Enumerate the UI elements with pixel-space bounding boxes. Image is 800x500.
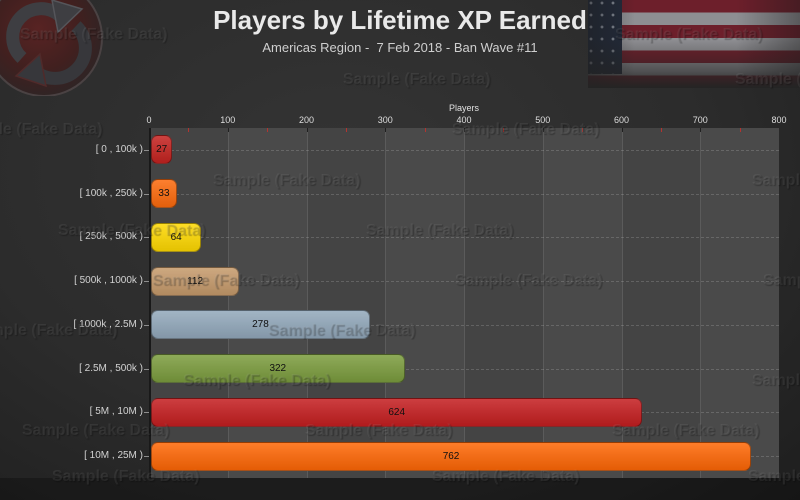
category-label: [ 10M , 25M ) <box>84 450 143 462</box>
gridline <box>542 128 544 478</box>
y-tick <box>144 324 149 326</box>
x-axis-title: Players <box>448 103 479 113</box>
bottom-margin-band <box>0 478 800 500</box>
x-tick-label: 400 <box>456 115 472 125</box>
page-subtitle: Americas Region - 7 Feb 2018 - Ban Wave … <box>262 40 538 55</box>
bar-value-label: 278 <box>252 319 269 331</box>
category-label: [ 1000k , 2.5M ) <box>73 318 143 330</box>
chart-header: Players by Lifetime XP Earned Americas R… <box>0 5 800 55</box>
page-title: Players by Lifetime XP Earned <box>213 5 587 35</box>
major-tick <box>464 128 465 132</box>
watermark-text: Sample (Fake Data) <box>0 121 103 138</box>
category-label: [ 0 , 100k ) <box>95 143 143 155</box>
major-tick <box>700 128 702 132</box>
gridline <box>385 128 387 478</box>
bar-value-label: 762 <box>442 450 460 462</box>
minor-tick <box>267 128 269 132</box>
row-gridline <box>151 149 779 151</box>
x-tick-label: 100 <box>220 115 236 125</box>
minor-tick <box>503 128 505 132</box>
bar: 33 <box>151 179 177 209</box>
gridline <box>700 128 702 478</box>
bar: 27 <box>151 135 173 165</box>
minor-tick <box>660 128 662 132</box>
major-tick <box>542 128 544 132</box>
bar: 762 <box>151 441 752 471</box>
major-tick <box>227 128 229 132</box>
row-gridline <box>151 237 779 239</box>
x-tick-label: 300 <box>377 115 393 125</box>
y-axis-line <box>149 128 151 478</box>
x-tick-label: 600 <box>613 115 630 125</box>
category-label: [ 100k , 250k ) <box>79 187 143 199</box>
bar-value-label: 27 <box>156 144 168 156</box>
category-label: [ 5M , 10M ) <box>89 406 143 418</box>
bar-value-label: 322 <box>269 363 287 375</box>
plot-band <box>700 128 779 478</box>
bar-value-label: 64 <box>170 231 182 243</box>
y-tick <box>144 412 149 414</box>
gridline <box>227 128 229 478</box>
bar: 322 <box>151 354 405 384</box>
row-gridline <box>151 324 779 326</box>
wargaming-logo-icon <box>0 0 103 97</box>
watermark-text: Sample (Fake Data) <box>343 71 491 88</box>
y-tick <box>144 237 149 239</box>
row-gridline <box>151 281 779 283</box>
bar: 624 <box>151 397 643 427</box>
us-flag-fade <box>588 0 800 88</box>
gridline <box>464 128 465 478</box>
row-gridline <box>151 368 779 370</box>
minor-tick <box>739 128 741 132</box>
minor-tick <box>424 128 426 132</box>
minor-tick <box>188 128 190 132</box>
major-tick <box>385 128 387 132</box>
y-tick <box>144 149 149 151</box>
y-tick <box>144 368 149 370</box>
category-label: [ 2.5M , 500k ) <box>79 362 143 374</box>
watermark-text: Sample (Fake Data) <box>22 422 170 439</box>
x-tick-label: 700 <box>692 115 708 125</box>
bar-value-label: 112 <box>187 275 204 287</box>
x-tick-label: 200 <box>298 115 315 125</box>
bar: 112 <box>151 266 240 296</box>
us-flag <box>588 0 800 88</box>
gridline <box>306 128 308 478</box>
bar-value-label: 624 <box>388 406 406 418</box>
bar-value-label: 33 <box>158 188 170 200</box>
y-tick <box>144 456 149 458</box>
x-tick-label: 0 <box>146 115 152 125</box>
bar: 64 <box>151 222 202 252</box>
wargaming-logo <box>0 0 112 101</box>
major-tick <box>306 128 308 132</box>
x-tick-label: 500 <box>535 115 551 125</box>
gridline <box>621 128 623 478</box>
bar: 278 <box>151 310 370 340</box>
minor-tick <box>345 128 347 132</box>
row-gridline <box>151 193 779 195</box>
major-tick <box>621 128 623 132</box>
y-tick <box>144 193 149 195</box>
category-label: [ 500k , 1000k ) <box>74 275 143 287</box>
category-label: [ 250k , 500k ) <box>79 231 143 243</box>
y-tick <box>144 281 149 283</box>
x-tick-label: 800 <box>771 115 787 125</box>
plot-area: 27 33 64 112 278 322 624 762 <box>149 128 779 478</box>
minor-tick <box>582 128 584 132</box>
